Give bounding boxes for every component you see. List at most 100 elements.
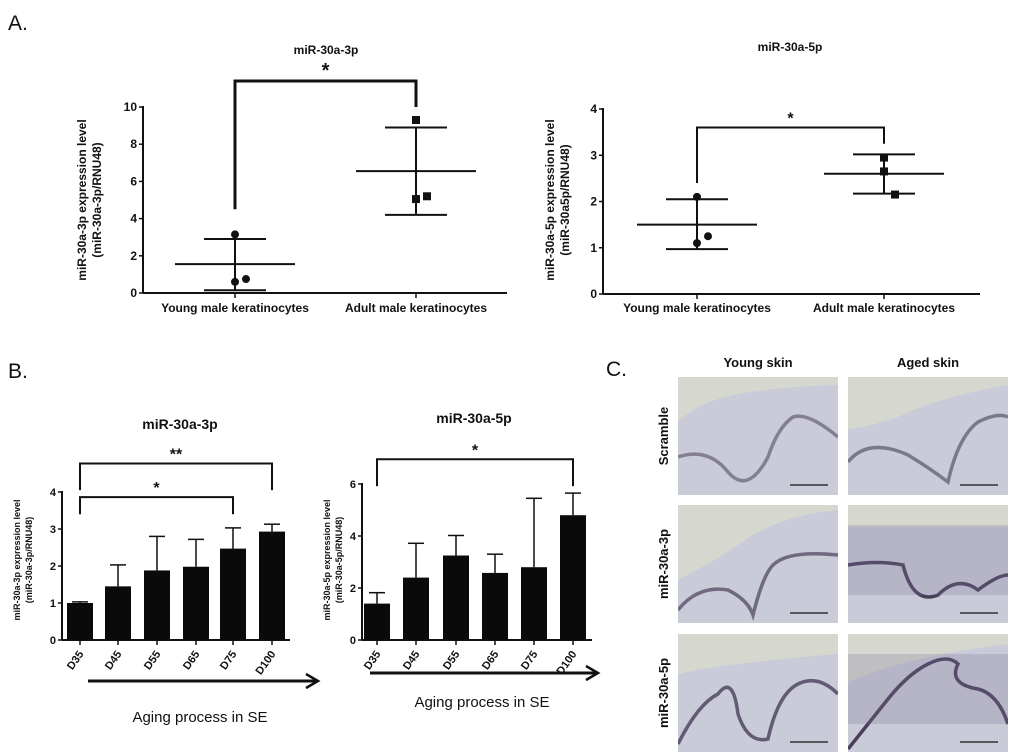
panel-label-c: C. <box>606 358 627 381</box>
y-axis-label: (miR-30a-5p/RNU48) <box>334 517 344 604</box>
bar-d100 <box>560 515 586 640</box>
x-tick-label: D75 <box>218 649 239 672</box>
y-axis-label: miR-30a-3p expression level <box>75 119 89 280</box>
data-point <box>704 232 712 241</box>
bar-d45 <box>105 586 131 640</box>
significance-bracket <box>79 496 234 515</box>
x-tick-label: Young male keratinocytes <box>161 301 309 315</box>
x-tick-label: D35 <box>362 649 383 672</box>
basal-layer-stain <box>678 552 838 622</box>
slide-background <box>848 505 1008 527</box>
basal-layer-stain <box>678 678 838 745</box>
basal-layer-stain <box>848 560 1008 599</box>
chart-2: miR-30a-5p miR-30a-5p expression level (mi… <box>543 40 980 315</box>
x-tick-label: D45 <box>401 649 422 672</box>
significance-label: * <box>472 442 479 459</box>
chart-title: miR-30a-3p <box>294 43 359 57</box>
y-tick-label: 3 <box>590 148 597 162</box>
group-young-male-keratinocytes <box>637 192 757 251</box>
micrograph-mir-30a-5p-young-skin <box>678 634 838 752</box>
y-tick-label: 2 <box>590 195 597 209</box>
data-point <box>880 167 888 176</box>
basal-layer-stain <box>848 413 1008 486</box>
y-tick-label: 10 <box>124 100 138 114</box>
chart-3: miR-30a-3p miR-30a-3p expression level (mi… <box>12 416 321 726</box>
x-tick-label: Adult male keratinocytes <box>813 301 955 315</box>
bar-d55 <box>443 555 469 640</box>
x-tick-label: Young male keratinocytes <box>623 301 771 315</box>
data-point <box>693 192 701 201</box>
slide-background <box>678 634 838 674</box>
data-point <box>693 239 701 248</box>
basal-layer-stain <box>678 414 838 483</box>
chart-title: miR-30a-3p <box>142 416 217 432</box>
y-tick-label: 6 <box>130 174 137 188</box>
bar-d45 <box>403 577 429 640</box>
significance-bracket <box>233 79 418 210</box>
bar-d75 <box>521 567 547 640</box>
significance-label: * <box>153 480 160 497</box>
chart-title: miR-30a-5p <box>436 410 511 426</box>
y-tick-label: 0 <box>590 287 597 301</box>
row-label: miR-30a-3p <box>656 529 671 599</box>
epidermis-stain <box>848 525 1008 595</box>
panel-c-micrographs: Young skin Aged skin Scramble miR-30a-3p miR… <box>656 355 1008 752</box>
y-axis-label: (miR-30a-3p/RNU48) <box>24 517 34 604</box>
data-point <box>231 277 239 286</box>
data-point <box>231 230 239 239</box>
data-point <box>412 116 420 125</box>
data-point <box>242 275 250 284</box>
y-axis-label: miR-30a-5p expression level <box>543 119 557 280</box>
y-tick-label: 4 <box>590 102 597 116</box>
x-axis-label: Aging process in SE <box>132 709 267 726</box>
y-tick-label: 1 <box>50 598 56 610</box>
bar-d100 <box>259 531 285 640</box>
basal-layer-stain <box>848 657 1008 751</box>
row-label: miR-30a-5p <box>656 658 671 728</box>
x-tick-label: D65 <box>480 649 501 672</box>
chart-1: miR-30a-3p miR-30a-3p expression level (mi… <box>75 43 507 315</box>
x-tick-label: D55 <box>142 649 163 672</box>
micrograph-mir-30a-3p-aged-skin <box>848 505 1008 623</box>
bar-d55 <box>144 570 170 640</box>
y-axis-label: (miR-30a-3p/RNU48) <box>90 142 104 257</box>
bar-d65 <box>482 572 508 640</box>
x-axis-label: Aging process in SE <box>414 694 549 711</box>
significance-label: * <box>322 60 330 82</box>
y-axis-label: miR-30a-3p expression level <box>12 499 22 620</box>
data-point <box>412 195 420 204</box>
x-tick-label: D100 <box>254 649 279 677</box>
y-tick-label: 4 <box>350 531 357 543</box>
arrow-head-icon <box>305 672 321 690</box>
y-tick-label: 0 <box>350 635 356 647</box>
x-tick-label: Adult male keratinocytes <box>345 301 487 315</box>
x-tick-label: D35 <box>65 649 86 672</box>
significance-label: * <box>787 111 794 128</box>
arrow-head-icon <box>585 664 601 682</box>
slide-background <box>848 377 1008 429</box>
bar-d35 <box>67 603 93 640</box>
y-tick-label: 0 <box>130 286 137 300</box>
y-tick-label: 6 <box>350 479 356 491</box>
significance-bracket <box>79 462 273 491</box>
chart-4: miR-30a-5p miR-30a-5p expression level (mi… <box>322 410 601 711</box>
data-point <box>423 192 431 201</box>
data-point <box>880 153 888 162</box>
chart-title: miR-30a-5p <box>758 40 823 54</box>
y-axis-label: (miR-30a5p/RNU48) <box>558 144 572 255</box>
column-header: Aged skin <box>897 355 959 370</box>
bar-d75 <box>220 548 246 640</box>
data-point <box>891 190 899 199</box>
group-young-male-keratinocytes <box>175 230 295 292</box>
slide-background <box>678 505 838 580</box>
significance-bracket <box>696 126 885 183</box>
row-label: Scramble <box>656 407 671 466</box>
x-tick-label: D45 <box>103 649 124 672</box>
significance-bracket <box>376 458 574 487</box>
epidermis-stain <box>848 654 1008 724</box>
y-axis-label: miR-30a-5p expression level <box>322 499 332 620</box>
group-adult-male-keratinocytes <box>824 153 944 199</box>
micrograph-mir-30a-5p-aged-skin <box>848 634 1008 752</box>
